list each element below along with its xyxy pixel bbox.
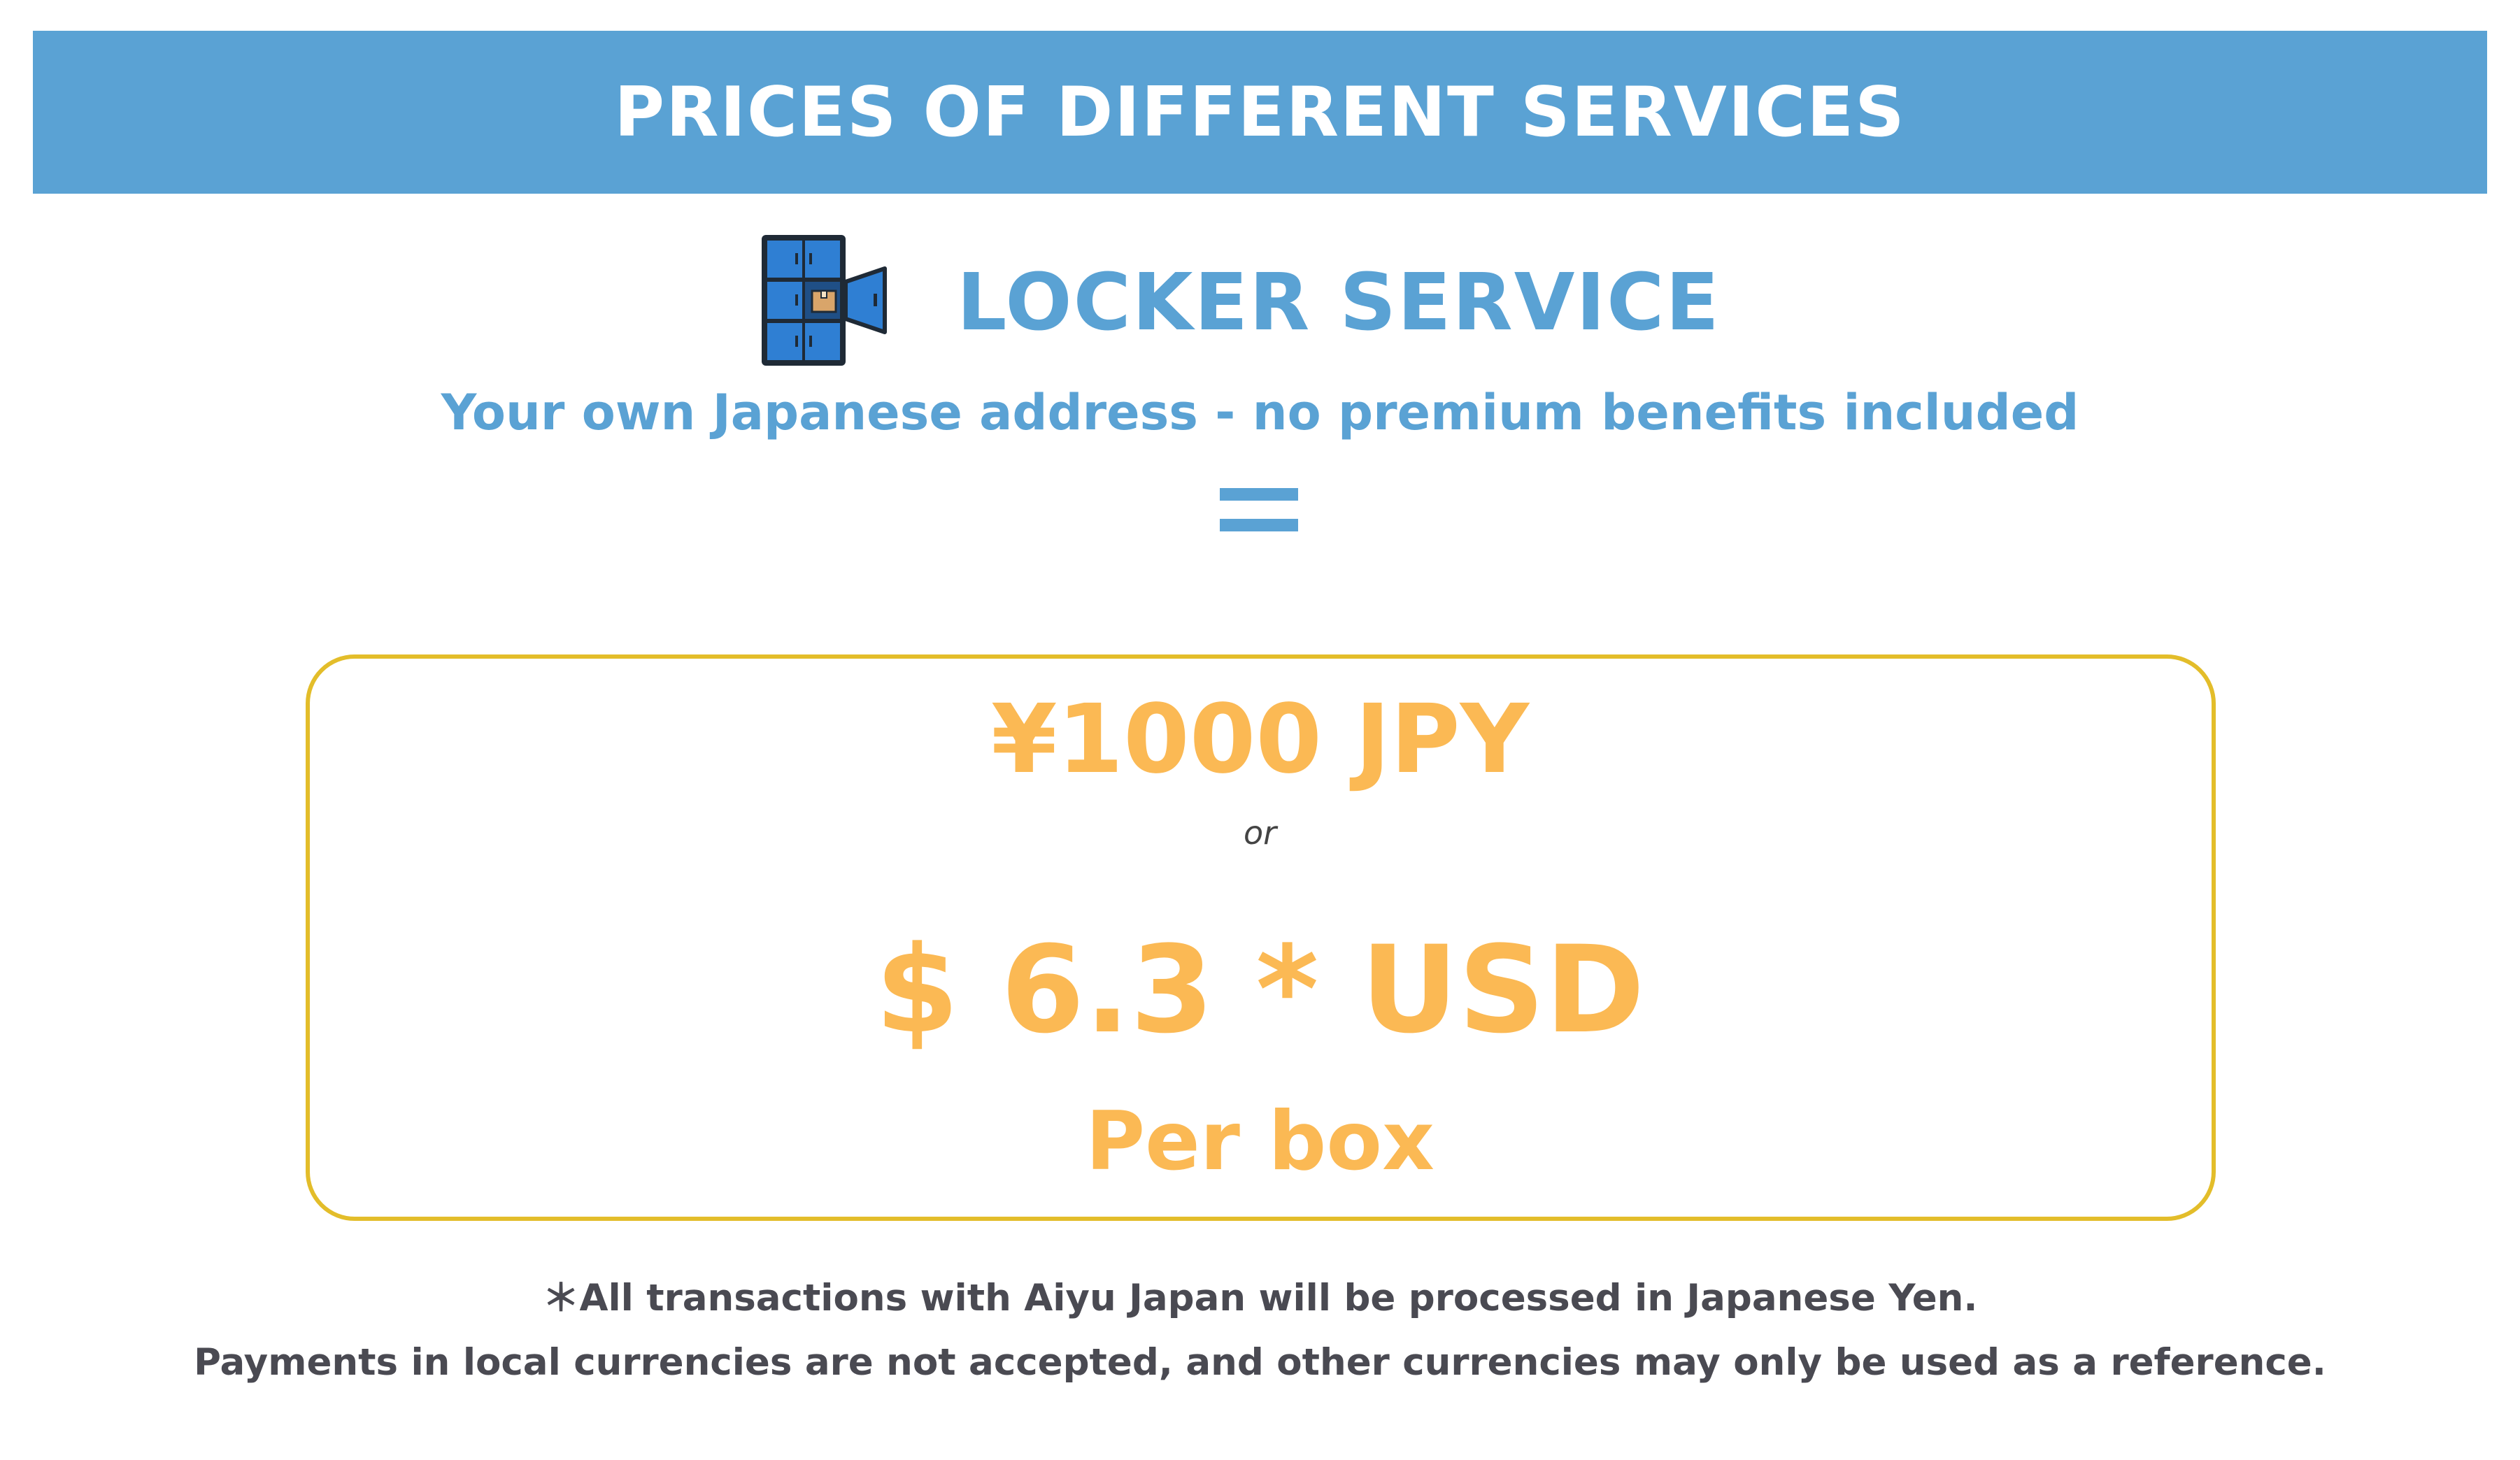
- price-usd: $ 6.3 * USD: [875, 919, 1645, 1060]
- price-unit: Per box: [1085, 1094, 1435, 1189]
- header-banner: PRICES OF DIFFERENT SERVICES: [33, 31, 2487, 194]
- price-or-label: or: [1243, 814, 1277, 852]
- footnote-currency-reference: Payments in local currencies are not acc…: [194, 1341, 2326, 1384]
- page-title: PRICES OF DIFFERENT SERVICES: [614, 72, 1906, 152]
- equals-icon: [1220, 488, 1298, 531]
- footnote-currency-processing: ＊All transactions with Aiyu Japan will b…: [542, 1277, 1978, 1319]
- service-header: LOCKER SERVICE: [0, 232, 2520, 372]
- price-jpy: ¥1000 JPY: [990, 685, 1530, 795]
- service-name: LOCKER SERVICE: [957, 257, 1721, 348]
- price-box: [306, 654, 2216, 1221]
- locker-icon: [762, 235, 887, 366]
- service-subtitle: Your own Japanese address - no premium b…: [441, 384, 2079, 441]
